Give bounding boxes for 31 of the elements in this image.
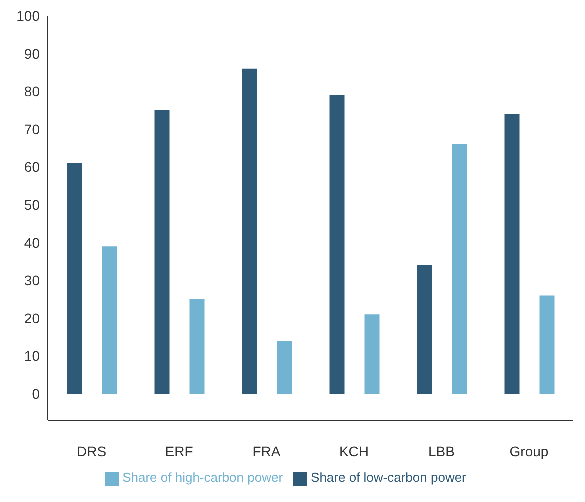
bar xyxy=(452,144,468,394)
y-tick-label: 100 xyxy=(16,8,40,24)
y-tick-label: 10 xyxy=(24,348,40,364)
y-tick-label: 0 xyxy=(32,386,40,402)
y-tick-label: 30 xyxy=(24,272,40,289)
x-tick-label: Group xyxy=(510,443,549,460)
bar xyxy=(330,95,345,394)
legend-label: Share of low-carbon power xyxy=(311,470,466,486)
bar xyxy=(154,110,170,394)
y-tick-label: 20 xyxy=(24,310,40,326)
bar xyxy=(67,163,82,394)
x-tick-label: FRA xyxy=(252,443,282,460)
y-tick-label: 70 xyxy=(24,121,40,138)
y-tick-label: 90 xyxy=(24,46,40,62)
x-tick-label: DRS xyxy=(76,443,107,460)
legend-label: Share of high-carbon power xyxy=(122,470,284,486)
x-tick-label: KCH xyxy=(339,443,370,460)
y-tick-label: 80 xyxy=(24,84,40,100)
bar xyxy=(277,341,292,394)
x-tick-label: ERF xyxy=(165,443,194,460)
bar xyxy=(417,265,432,394)
bar xyxy=(504,114,520,394)
y-tick-label: 40 xyxy=(24,234,40,251)
bar xyxy=(190,299,205,394)
bar xyxy=(540,296,555,394)
y-tick-label: 50 xyxy=(24,196,40,213)
bar xyxy=(242,68,258,394)
bar xyxy=(102,246,118,394)
bar xyxy=(364,314,380,394)
x-tick-label: LBB xyxy=(428,443,455,460)
y-tick-label: 60 xyxy=(24,159,40,176)
